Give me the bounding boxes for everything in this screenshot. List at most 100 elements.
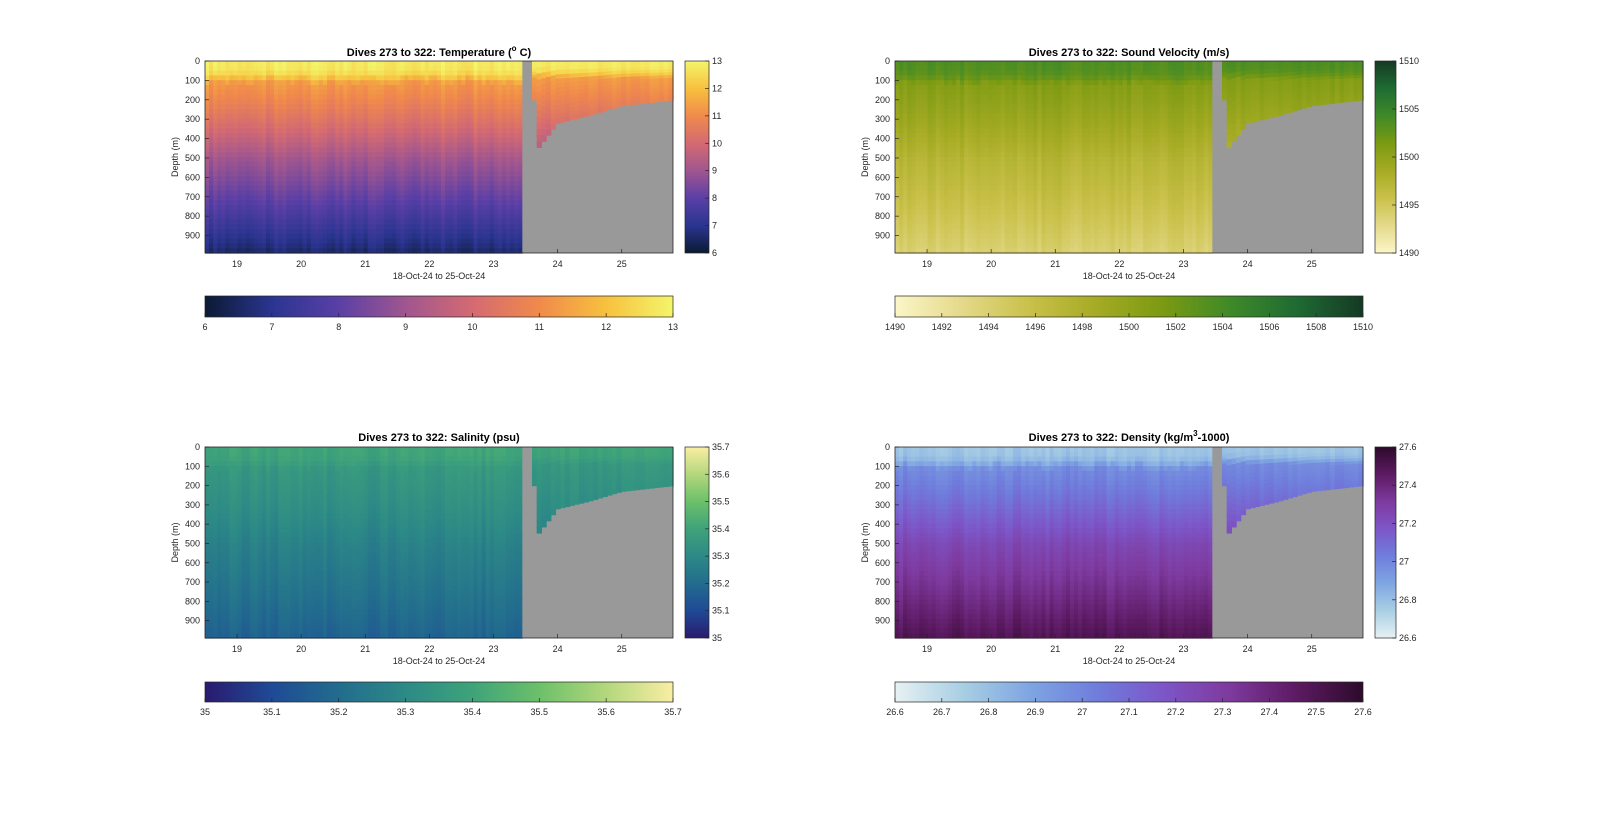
heatmap-cell bbox=[457, 195, 462, 201]
heatmap-cell bbox=[388, 224, 393, 230]
heatmap-cell bbox=[290, 161, 296, 168]
heatmap-cell bbox=[392, 229, 397, 235]
heatmap-cell bbox=[493, 113, 499, 120]
heatmap-cell bbox=[335, 166, 340, 172]
heatmap-cell bbox=[903, 152, 908, 158]
heatmap-cell bbox=[290, 214, 296, 220]
heatmap-cell bbox=[347, 176, 353, 182]
heatmap-cell bbox=[939, 229, 945, 235]
heatmap-cell bbox=[432, 171, 438, 177]
heatmap-cell bbox=[404, 80, 410, 86]
heatmap-cell bbox=[574, 114, 580, 120]
heatmap-cell bbox=[217, 89, 222, 96]
heatmap-cell bbox=[1029, 171, 1034, 177]
heatmap-cell bbox=[400, 214, 405, 220]
heatmap-cell bbox=[550, 119, 557, 125]
heatmap-cell bbox=[574, 97, 580, 103]
heatmap-cell bbox=[225, 248, 231, 254]
heatmap-cell bbox=[310, 157, 316, 163]
heatmap-cell bbox=[371, 94, 377, 100]
heatmap-cell bbox=[229, 176, 235, 182]
heatmap-cell bbox=[302, 238, 308, 244]
heatmap-cell bbox=[253, 142, 259, 148]
heatmap-cell bbox=[1025, 238, 1030, 244]
heatmap-cell bbox=[217, 214, 222, 220]
heatmap-cell bbox=[359, 171, 365, 177]
heatmap-cell bbox=[927, 166, 933, 172]
heatmap-cell bbox=[457, 248, 462, 254]
heatmap-cell bbox=[635, 61, 641, 65]
heatmap-cell bbox=[286, 75, 292, 81]
heatmap-cell bbox=[911, 137, 916, 144]
heatmap-cell bbox=[915, 118, 921, 124]
heatmap-cell bbox=[510, 224, 515, 230]
heatmap-cell bbox=[274, 171, 279, 177]
heatmap-cell bbox=[984, 190, 990, 196]
heatmap-cell bbox=[960, 80, 965, 86]
heatmap-cell bbox=[477, 224, 483, 230]
heatmap-cell bbox=[440, 75, 446, 81]
heatmap-cell bbox=[274, 152, 279, 158]
heatmap-cell bbox=[221, 248, 226, 254]
heatmap-cell bbox=[968, 248, 973, 254]
heatmap-cell bbox=[266, 142, 271, 148]
heatmap-cell bbox=[602, 61, 608, 66]
heatmap-cell bbox=[1025, 214, 1030, 220]
heatmap-cell bbox=[229, 70, 235, 76]
heatmap-cell bbox=[314, 214, 320, 220]
heatmap-cell bbox=[644, 78, 651, 83]
heatmap-cell bbox=[654, 84, 660, 88]
heatmap-cell bbox=[416, 195, 422, 201]
heatmap-cell bbox=[453, 61, 458, 67]
heatmap-cell bbox=[278, 161, 283, 168]
heatmap-cell bbox=[440, 113, 446, 120]
heatmap-cell bbox=[895, 89, 900, 96]
heatmap-cell bbox=[424, 195, 430, 201]
heatmap-cell bbox=[209, 181, 214, 187]
heatmap-cell bbox=[578, 97, 585, 102]
heatmap-cell bbox=[420, 113, 426, 120]
heatmap-cell bbox=[416, 123, 422, 129]
heatmap-cell bbox=[1004, 113, 1010, 120]
heatmap-cell bbox=[923, 214, 929, 220]
heatmap-cell bbox=[209, 99, 214, 105]
heatmap-cell bbox=[939, 94, 945, 100]
heatmap-cell bbox=[968, 209, 973, 216]
heatmap-cell bbox=[261, 229, 267, 235]
heatmap-cell bbox=[245, 157, 251, 163]
heatmap-cell bbox=[335, 123, 340, 129]
heatmap-cell bbox=[1029, 181, 1034, 187]
heatmap-cell bbox=[461, 238, 466, 244]
heatmap-cell bbox=[481, 109, 487, 115]
heatmap-cell bbox=[550, 104, 557, 111]
heatmap-cell bbox=[976, 70, 982, 76]
heatmap-cell bbox=[257, 89, 263, 96]
heatmap-cell bbox=[322, 233, 328, 240]
heatmap-cell bbox=[278, 248, 283, 254]
heatmap-cell bbox=[956, 229, 961, 235]
heatmap-cell bbox=[996, 205, 1002, 211]
heatmap-cell bbox=[379, 166, 385, 172]
heatmap-cell bbox=[404, 147, 410, 153]
heatmap-cell bbox=[649, 96, 655, 100]
heatmap-cell bbox=[469, 161, 475, 168]
heatmap-cell bbox=[310, 99, 316, 105]
heatmap-cell bbox=[257, 99, 263, 105]
heatmap-cell bbox=[388, 190, 393, 196]
heatmap-cell bbox=[237, 176, 243, 182]
heatmap-cell bbox=[400, 65, 405, 72]
heatmap-cell bbox=[351, 152, 357, 158]
heatmap-cell bbox=[477, 200, 483, 206]
heatmap-cell bbox=[964, 181, 969, 187]
heatmap-cell bbox=[457, 128, 462, 134]
heatmap-cell bbox=[306, 89, 312, 96]
heatmap-cell bbox=[569, 90, 575, 96]
heatmap-cell bbox=[485, 80, 491, 86]
heatmap-cell bbox=[318, 123, 324, 129]
heatmap-cell bbox=[968, 128, 973, 134]
heatmap-cell bbox=[477, 209, 483, 216]
heatmap-cell bbox=[213, 147, 218, 153]
heatmap-cell bbox=[611, 74, 618, 79]
heatmap-cell bbox=[440, 185, 446, 192]
heatmap-cell bbox=[225, 128, 231, 134]
